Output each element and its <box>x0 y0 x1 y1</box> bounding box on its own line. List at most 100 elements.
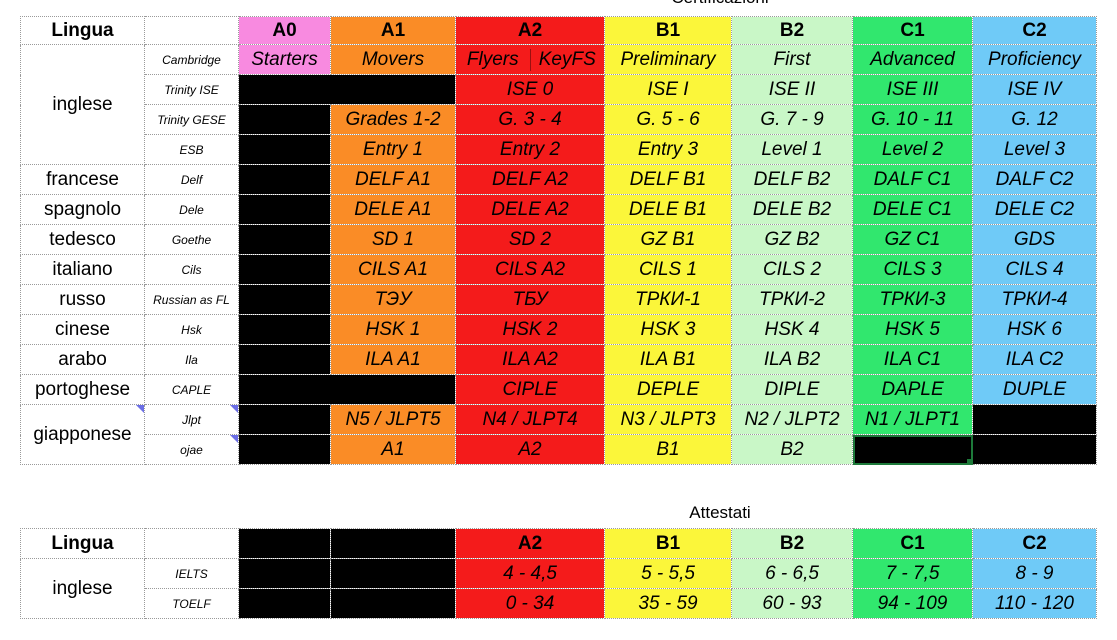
cell-tedesco-a0[interactable] <box>238 224 331 255</box>
cell-tedesco-a2[interactable]: SD 2 <box>455 224 605 255</box>
exam-delf[interactable]: Delf <box>144 164 239 195</box>
exam-hsk[interactable]: Hsk <box>144 314 239 345</box>
cell-russo-a0[interactable] <box>238 284 331 315</box>
att-exam-toelf[interactable]: TOELF <box>144 588 239 619</box>
cell-jlpt-c2[interactable] <box>972 404 1097 435</box>
cell-tedesco-c2[interactable]: GDS <box>972 224 1097 255</box>
cell-cambridge-c2[interactable]: Proficiency <box>972 44 1097 75</box>
cell-esb-a2[interactable]: Entry 2 <box>455 134 605 165</box>
cell-trinity-gese-a1[interactable]: Grades 1-2 <box>330 104 456 135</box>
cell-cinese-a2[interactable]: HSK 2 <box>455 314 605 345</box>
cell-cambridge-a1[interactable]: Movers <box>330 44 456 75</box>
cell-tedesco-b2[interactable]: GZ B2 <box>731 224 853 255</box>
cell-cambridge-flyers[interactable]: Flyers <box>466 48 519 70</box>
cell-cinese-b2[interactable]: HSK 4 <box>731 314 853 345</box>
cell-trinity-gese-a2[interactable]: G. 3 - 4 <box>455 104 605 135</box>
att-header-a0[interactable] <box>238 528 331 559</box>
cell-ojae-a0[interactable] <box>238 434 331 465</box>
att-toelf-b2[interactable]: 60 - 93 <box>731 588 853 619</box>
cell-ojae-b1[interactable]: B1 <box>604 434 732 465</box>
cell-trinity-ise-b1[interactable]: ISE I <box>604 74 732 105</box>
att-header-b1[interactable]: B1 <box>604 528 732 559</box>
att-header-c1[interactable]: C1 <box>852 528 973 559</box>
cell-italiano-a0[interactable] <box>238 254 331 285</box>
cell-trinity-ise-b2[interactable]: ISE II <box>731 74 853 105</box>
cell-esb-b2[interactable]: Level 1 <box>731 134 853 165</box>
cell-cambridge-c1[interactable]: Advanced <box>852 44 973 75</box>
att-header-c2[interactable]: C2 <box>972 528 1097 559</box>
cell-trinity-gese-b2[interactable]: G. 7 - 9 <box>731 104 853 135</box>
lang-arabo[interactable]: arabo <box>20 344 145 375</box>
exam-esb[interactable]: ESB <box>144 134 239 165</box>
cell-trinity-gese-c2[interactable]: G. 12 <box>972 104 1097 135</box>
header-a2[interactable]: A2 <box>455 16 605 45</box>
att-ielts-c1[interactable]: 7 - 7,5 <box>852 558 973 589</box>
cell-cinese-a1[interactable]: HSK 1 <box>330 314 456 345</box>
exam-dele[interactable]: Dele <box>144 194 239 225</box>
cell-russo-a2[interactable]: ТБУ <box>455 284 605 315</box>
att-lang-inglese[interactable]: inglese <box>20 558 145 619</box>
cell-spagnolo-b1[interactable]: DELE B1 <box>604 194 732 225</box>
cell-ojae-a2[interactable]: A2 <box>455 434 605 465</box>
cell-trinity-gese-c1[interactable]: G. 10 - 11 <box>852 104 973 135</box>
cell-arabo-b2[interactable]: ILA B2 <box>731 344 853 375</box>
cell-russo-c2[interactable]: ТРКИ-4 <box>972 284 1097 315</box>
cell-jlpt-a0[interactable] <box>238 404 331 435</box>
header-lingua[interactable]: Lingua <box>20 16 145 45</box>
att-header-lingua[interactable]: Lingua <box>20 528 145 559</box>
cell-ojae-c2[interactable] <box>972 434 1097 465</box>
exam-caple[interactable]: CAPLE <box>144 374 239 405</box>
cell-spagnolo-a0[interactable] <box>238 194 331 225</box>
exam-russian-as-fl[interactable]: Russian as FL <box>144 284 239 315</box>
cell-cambridge-keyfs[interactable]: KeyFS <box>529 48 604 71</box>
cell-esb-a1[interactable]: Entry 1 <box>330 134 456 165</box>
cell-arabo-c2[interactable]: ILA C2 <box>972 344 1097 375</box>
header-a0[interactable]: A0 <box>238 16 331 45</box>
att-ielts-b2[interactable]: 6 - 6,5 <box>731 558 853 589</box>
cell-spagnolo-a1[interactable]: DELE A1 <box>330 194 456 225</box>
header-exam-empty[interactable] <box>144 16 239 45</box>
cell-jlpt-a2[interactable]: N4 / JLPT4 <box>455 404 605 435</box>
exam-goethe[interactable]: Goethe <box>144 224 239 255</box>
cell-jlpt-b1[interactable]: N3 / JLPT3 <box>604 404 732 435</box>
cell-cambridge-a2[interactable]: Flyers KeyFS <box>455 44 605 75</box>
cell-esb-c1[interactable]: Level 2 <box>852 134 973 165</box>
cell-cambridge-b1[interactable]: Preliminary <box>604 44 732 75</box>
att-ielts-a1[interactable] <box>330 558 456 589</box>
header-a1[interactable]: A1 <box>330 16 456 45</box>
att-header-a1[interactable] <box>330 528 456 559</box>
cell-arabo-a1[interactable]: ILA A1 <box>330 344 456 375</box>
cell-portoghese-a2[interactable]: CIPLE <box>455 374 605 405</box>
cell-tedesco-a1[interactable]: SD 1 <box>330 224 456 255</box>
cell-tedesco-b1[interactable]: GZ B1 <box>604 224 732 255</box>
cell-italiano-b2[interactable]: CILS 2 <box>731 254 853 285</box>
cell-cinese-c2[interactable]: HSK 6 <box>972 314 1097 345</box>
att-ielts-a0[interactable] <box>238 558 331 589</box>
cell-trinity-gese-a0[interactable] <box>238 104 331 135</box>
cell-italiano-a1[interactable]: CILS A1 <box>330 254 456 285</box>
cell-arabo-b1[interactable]: ILA B1 <box>604 344 732 375</box>
cell-portoghese-a0-a1[interactable] <box>238 374 456 405</box>
exam-trinity-gese[interactable]: Trinity GESE <box>144 104 239 135</box>
att-header-b2[interactable]: B2 <box>731 528 853 559</box>
cell-jlpt-a1[interactable]: N5 / JLPT5 <box>330 404 456 435</box>
att-toelf-c1[interactable]: 94 - 109 <box>852 588 973 619</box>
att-exam-ielts[interactable]: IELTS <box>144 558 239 589</box>
header-c1[interactable]: C1 <box>852 16 973 45</box>
cell-trinity-ise-a0-a1[interactable] <box>238 74 456 105</box>
cell-esb-a0[interactable] <box>238 134 331 165</box>
att-toelf-c2[interactable]: 110 - 120 <box>972 588 1097 619</box>
lang-francese[interactable]: francese <box>20 164 145 195</box>
cell-italiano-a2[interactable]: CILS A2 <box>455 254 605 285</box>
cell-portoghese-c2[interactable]: DUPLE <box>972 374 1097 405</box>
cell-trinity-ise-c1[interactable]: ISE III <box>852 74 973 105</box>
cell-francese-b1[interactable]: DELF B1 <box>604 164 732 195</box>
exam-cambridge[interactable]: Cambridge <box>144 44 239 75</box>
cell-portoghese-b2[interactable]: DIPLE <box>731 374 853 405</box>
cell-cambridge-b2[interactable]: First <box>731 44 853 75</box>
cell-portoghese-c1[interactable]: DAPLE <box>852 374 973 405</box>
cell-trinity-gese-b1[interactable]: G. 5 - 6 <box>604 104 732 135</box>
cell-francese-b2[interactable]: DELF B2 <box>731 164 853 195</box>
lang-tedesco[interactable]: tedesco <box>20 224 145 255</box>
cell-portoghese-b1[interactable]: DEPLE <box>604 374 732 405</box>
